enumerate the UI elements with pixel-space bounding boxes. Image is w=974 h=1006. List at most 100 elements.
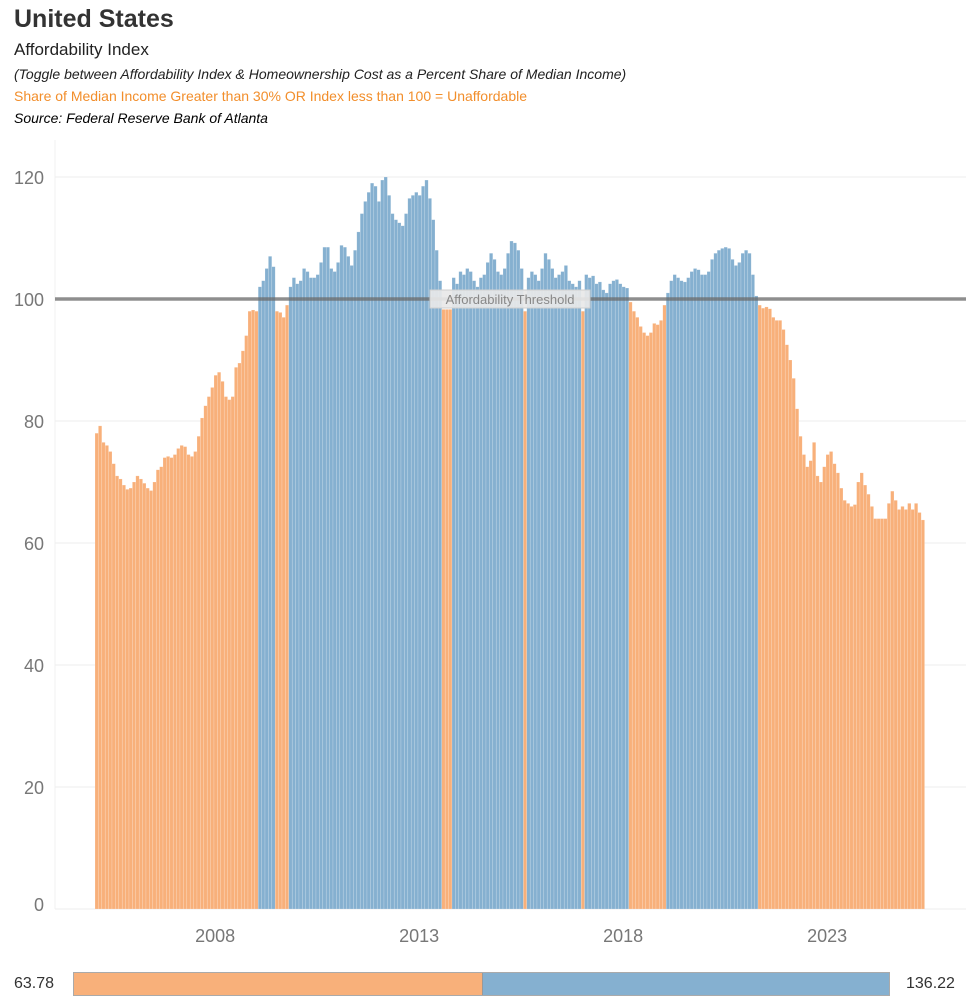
bar (689, 271, 694, 910)
bar (206, 396, 211, 910)
bar (247, 310, 252, 910)
bar (693, 268, 698, 910)
bar (798, 436, 803, 910)
bar (145, 487, 150, 910)
y-tick-label: 100 (14, 290, 44, 310)
bar (856, 481, 861, 910)
bar (417, 195, 422, 910)
legend-min: 63.78 (14, 975, 55, 992)
bar (234, 367, 239, 910)
bar (744, 249, 749, 910)
bar (455, 283, 460, 910)
legend-max: 136.22 (906, 975, 955, 992)
bar (264, 268, 269, 910)
bar (757, 304, 762, 910)
bar (410, 195, 415, 910)
y-tick-label: 120 (14, 168, 44, 188)
bar (676, 277, 681, 910)
bar (186, 454, 191, 910)
bar (482, 274, 487, 910)
bar (98, 425, 103, 910)
bar (591, 275, 596, 910)
legend-affordable-segment (482, 973, 889, 995)
bar (574, 286, 579, 910)
bar (305, 271, 310, 910)
source-note: Source: Federal Reserve Bank of Atlanta (14, 110, 268, 126)
bar (152, 481, 157, 910)
bar (451, 277, 456, 910)
bar (829, 451, 834, 910)
bar (608, 283, 613, 910)
bar (322, 246, 327, 910)
bar (111, 463, 116, 910)
bar (601, 289, 606, 910)
bar (710, 259, 715, 910)
bar (750, 274, 755, 910)
bar (832, 463, 837, 910)
bar (706, 271, 711, 910)
bar (104, 445, 109, 910)
bar (652, 323, 657, 910)
bar (774, 320, 779, 910)
threshold-label: Affordability Threshold (446, 292, 575, 307)
x-tick-label: 2018 (603, 926, 643, 946)
y-tick-label: 60 (24, 534, 44, 554)
bar (869, 506, 874, 910)
bar (346, 256, 351, 910)
bar (271, 266, 276, 910)
bar (302, 268, 307, 910)
bar (118, 478, 123, 910)
bar (336, 262, 341, 910)
bar (720, 248, 725, 910)
bar (121, 484, 126, 910)
unaffordable-rule: Share of Median Income Greater than 30% … (14, 88, 527, 104)
bar (628, 301, 633, 910)
bar (635, 317, 640, 910)
bar (730, 259, 735, 910)
bar (373, 185, 378, 910)
bar (570, 283, 575, 910)
bar (805, 466, 810, 910)
bar (567, 280, 572, 910)
bar (461, 274, 466, 910)
bar (227, 399, 232, 910)
bar (812, 442, 817, 910)
bar (108, 451, 113, 910)
bar (900, 506, 905, 910)
bar (298, 280, 303, 910)
bar (492, 259, 497, 910)
bar (672, 274, 677, 910)
bar (645, 335, 650, 910)
bar (540, 268, 545, 910)
bar (251, 309, 256, 910)
bar (560, 271, 565, 910)
bar (580, 310, 585, 910)
bar (577, 280, 582, 910)
bar (784, 344, 789, 910)
bar (458, 271, 463, 910)
bar (890, 490, 895, 910)
bar (220, 381, 225, 910)
bar (903, 509, 908, 910)
bar (917, 512, 922, 910)
y-tick-label: 20 (24, 778, 44, 798)
bar (883, 518, 888, 910)
bar (767, 308, 772, 910)
bar (815, 475, 820, 910)
bar (203, 405, 208, 910)
y-tick-label: 80 (24, 412, 44, 432)
bar (179, 445, 184, 910)
bar (849, 506, 854, 910)
bar (213, 375, 218, 910)
bar (747, 253, 752, 910)
bar (839, 487, 844, 910)
bar (665, 292, 670, 910)
bar (631, 310, 636, 910)
bar (737, 262, 742, 910)
bar (795, 408, 800, 910)
bar (625, 287, 630, 910)
bar (363, 201, 368, 910)
bar (291, 277, 296, 910)
bar (166, 456, 171, 910)
bar (431, 219, 436, 910)
